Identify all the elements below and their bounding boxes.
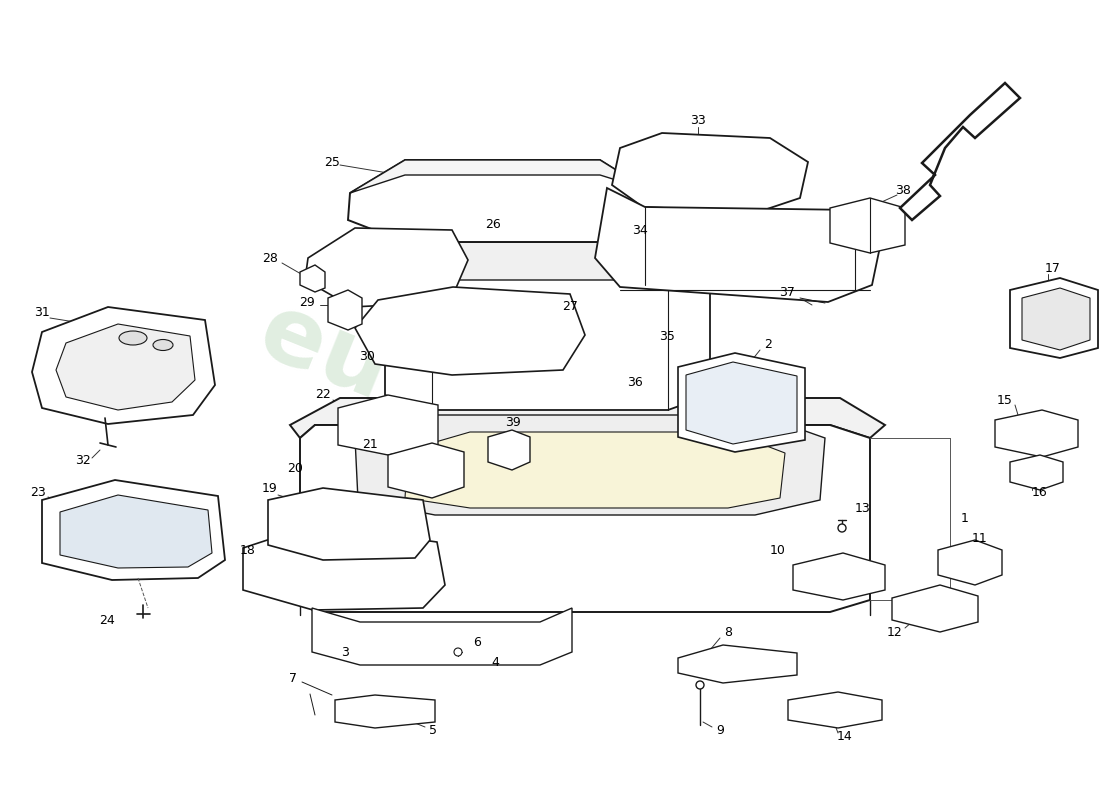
Polygon shape [355, 287, 585, 375]
Text: 5: 5 [429, 723, 437, 737]
Polygon shape [686, 362, 798, 444]
Text: 9: 9 [716, 723, 724, 737]
Polygon shape [328, 290, 362, 330]
Text: 29: 29 [299, 295, 315, 309]
Text: 12: 12 [887, 626, 903, 638]
Text: 36: 36 [627, 375, 642, 389]
Polygon shape [996, 410, 1078, 457]
Text: 26: 26 [485, 218, 501, 231]
Polygon shape [595, 188, 882, 302]
Text: 25: 25 [324, 155, 340, 169]
Ellipse shape [119, 331, 147, 345]
Polygon shape [678, 353, 805, 452]
Text: 19: 19 [262, 482, 278, 494]
Polygon shape [388, 443, 464, 498]
Polygon shape [300, 425, 870, 612]
Polygon shape [1010, 455, 1063, 490]
Text: 6: 6 [473, 635, 481, 649]
Text: 33: 33 [690, 114, 706, 126]
Text: 13: 13 [855, 502, 871, 514]
Text: a passion since 1985: a passion since 1985 [318, 475, 662, 615]
Text: 7: 7 [289, 671, 297, 685]
Polygon shape [348, 160, 648, 242]
Polygon shape [678, 645, 798, 683]
Text: 28: 28 [262, 251, 278, 265]
Text: 18: 18 [240, 543, 256, 557]
Circle shape [454, 648, 462, 656]
Text: 23: 23 [30, 486, 46, 498]
Polygon shape [268, 488, 430, 560]
Text: 20: 20 [287, 462, 303, 474]
Polygon shape [612, 133, 808, 212]
Text: 22: 22 [315, 389, 331, 402]
Text: 27: 27 [562, 301, 578, 314]
Text: 35: 35 [659, 330, 675, 343]
Polygon shape [56, 324, 195, 410]
Polygon shape [355, 415, 825, 515]
Polygon shape [305, 228, 468, 307]
Polygon shape [938, 540, 1002, 585]
Text: 8: 8 [724, 626, 732, 638]
Text: 37: 37 [779, 286, 795, 299]
Text: 38: 38 [895, 183, 911, 197]
Polygon shape [385, 242, 710, 280]
Polygon shape [1022, 288, 1090, 350]
Polygon shape [42, 480, 226, 580]
Text: 39: 39 [505, 415, 521, 429]
Polygon shape [788, 692, 882, 728]
Text: 15: 15 [997, 394, 1013, 406]
Polygon shape [385, 242, 710, 410]
Polygon shape [338, 395, 438, 455]
Polygon shape [405, 432, 785, 508]
Text: 14: 14 [837, 730, 852, 743]
Circle shape [838, 524, 846, 532]
Text: 34: 34 [632, 223, 648, 237]
Polygon shape [830, 198, 905, 253]
Polygon shape [488, 430, 530, 470]
Polygon shape [350, 160, 648, 193]
Text: 21: 21 [362, 438, 378, 451]
Text: 3: 3 [341, 646, 349, 658]
Polygon shape [300, 265, 324, 292]
Text: 24: 24 [99, 614, 114, 626]
Polygon shape [290, 398, 886, 438]
Text: 17: 17 [1045, 262, 1060, 274]
Text: 11: 11 [972, 531, 988, 545]
Text: 2: 2 [764, 338, 772, 351]
Polygon shape [312, 608, 572, 665]
Text: 30: 30 [359, 350, 375, 363]
Polygon shape [336, 695, 434, 728]
Polygon shape [900, 83, 1020, 220]
Polygon shape [1010, 278, 1098, 358]
Ellipse shape [153, 339, 173, 350]
Text: 1: 1 [961, 513, 969, 526]
Text: 10: 10 [770, 543, 785, 557]
Circle shape [696, 681, 704, 689]
Polygon shape [793, 553, 886, 600]
Polygon shape [60, 495, 212, 568]
Text: 31: 31 [34, 306, 50, 318]
Polygon shape [892, 585, 978, 632]
Polygon shape [243, 525, 446, 610]
Text: eurospares: eurospares [245, 286, 834, 594]
Polygon shape [32, 307, 215, 424]
Text: 32: 32 [75, 454, 91, 466]
Text: 4: 4 [491, 655, 499, 669]
Text: 16: 16 [1032, 486, 1048, 498]
